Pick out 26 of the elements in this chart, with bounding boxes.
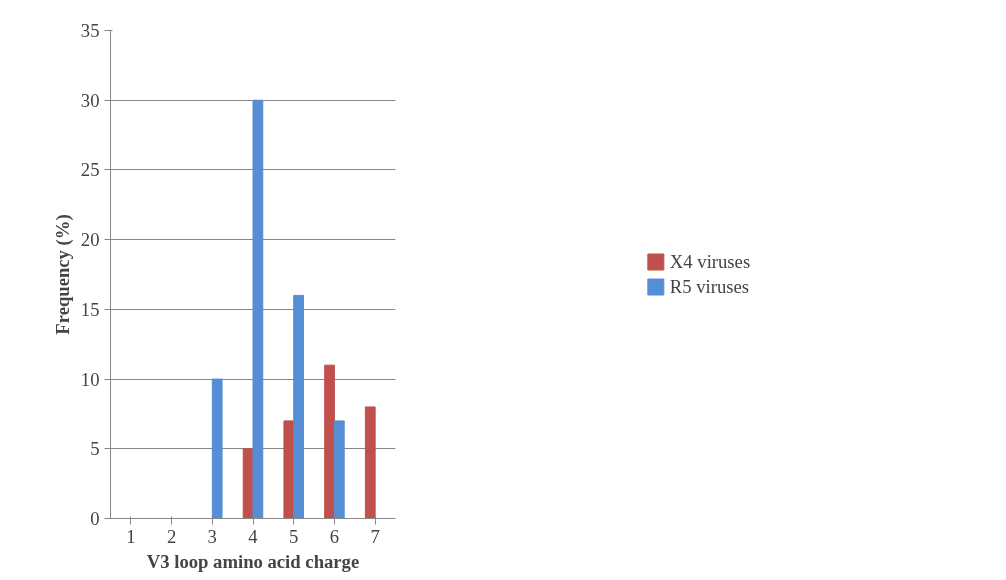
legend-label: X4 viruses xyxy=(669,250,751,273)
bar xyxy=(293,294,304,519)
bar xyxy=(333,420,345,519)
y-tick-label: 25 xyxy=(80,159,100,181)
x-axis-title: V3 loop amino acid charge xyxy=(146,550,360,572)
bar xyxy=(364,406,376,519)
y-tick-label: 10 xyxy=(80,368,100,390)
legend-label: R5 viruses xyxy=(669,275,750,298)
y-tick-label: 35 xyxy=(80,20,100,41)
x-tick-label: 4 xyxy=(248,525,259,547)
bar xyxy=(283,420,295,519)
x-tick-label: 1 xyxy=(126,525,136,547)
bar xyxy=(324,364,335,519)
bar xyxy=(252,99,264,519)
y-tick-label: 20 xyxy=(80,229,100,251)
y-tick-label: 0 xyxy=(90,508,100,529)
bar xyxy=(211,378,223,519)
x-tick-label: 3 xyxy=(207,525,217,547)
x-tick-label: 7 xyxy=(370,525,380,547)
y-tick-label: 5 xyxy=(90,438,100,460)
x-tick-label: 6 xyxy=(329,525,340,547)
x-tick-label: 2 xyxy=(166,525,177,547)
y-axis-title: Frequency (%) xyxy=(51,214,74,335)
x-tick-label: 5 xyxy=(289,525,299,547)
y-tick-label: 15 xyxy=(80,298,100,320)
y-tick-label: 30 xyxy=(80,89,100,111)
